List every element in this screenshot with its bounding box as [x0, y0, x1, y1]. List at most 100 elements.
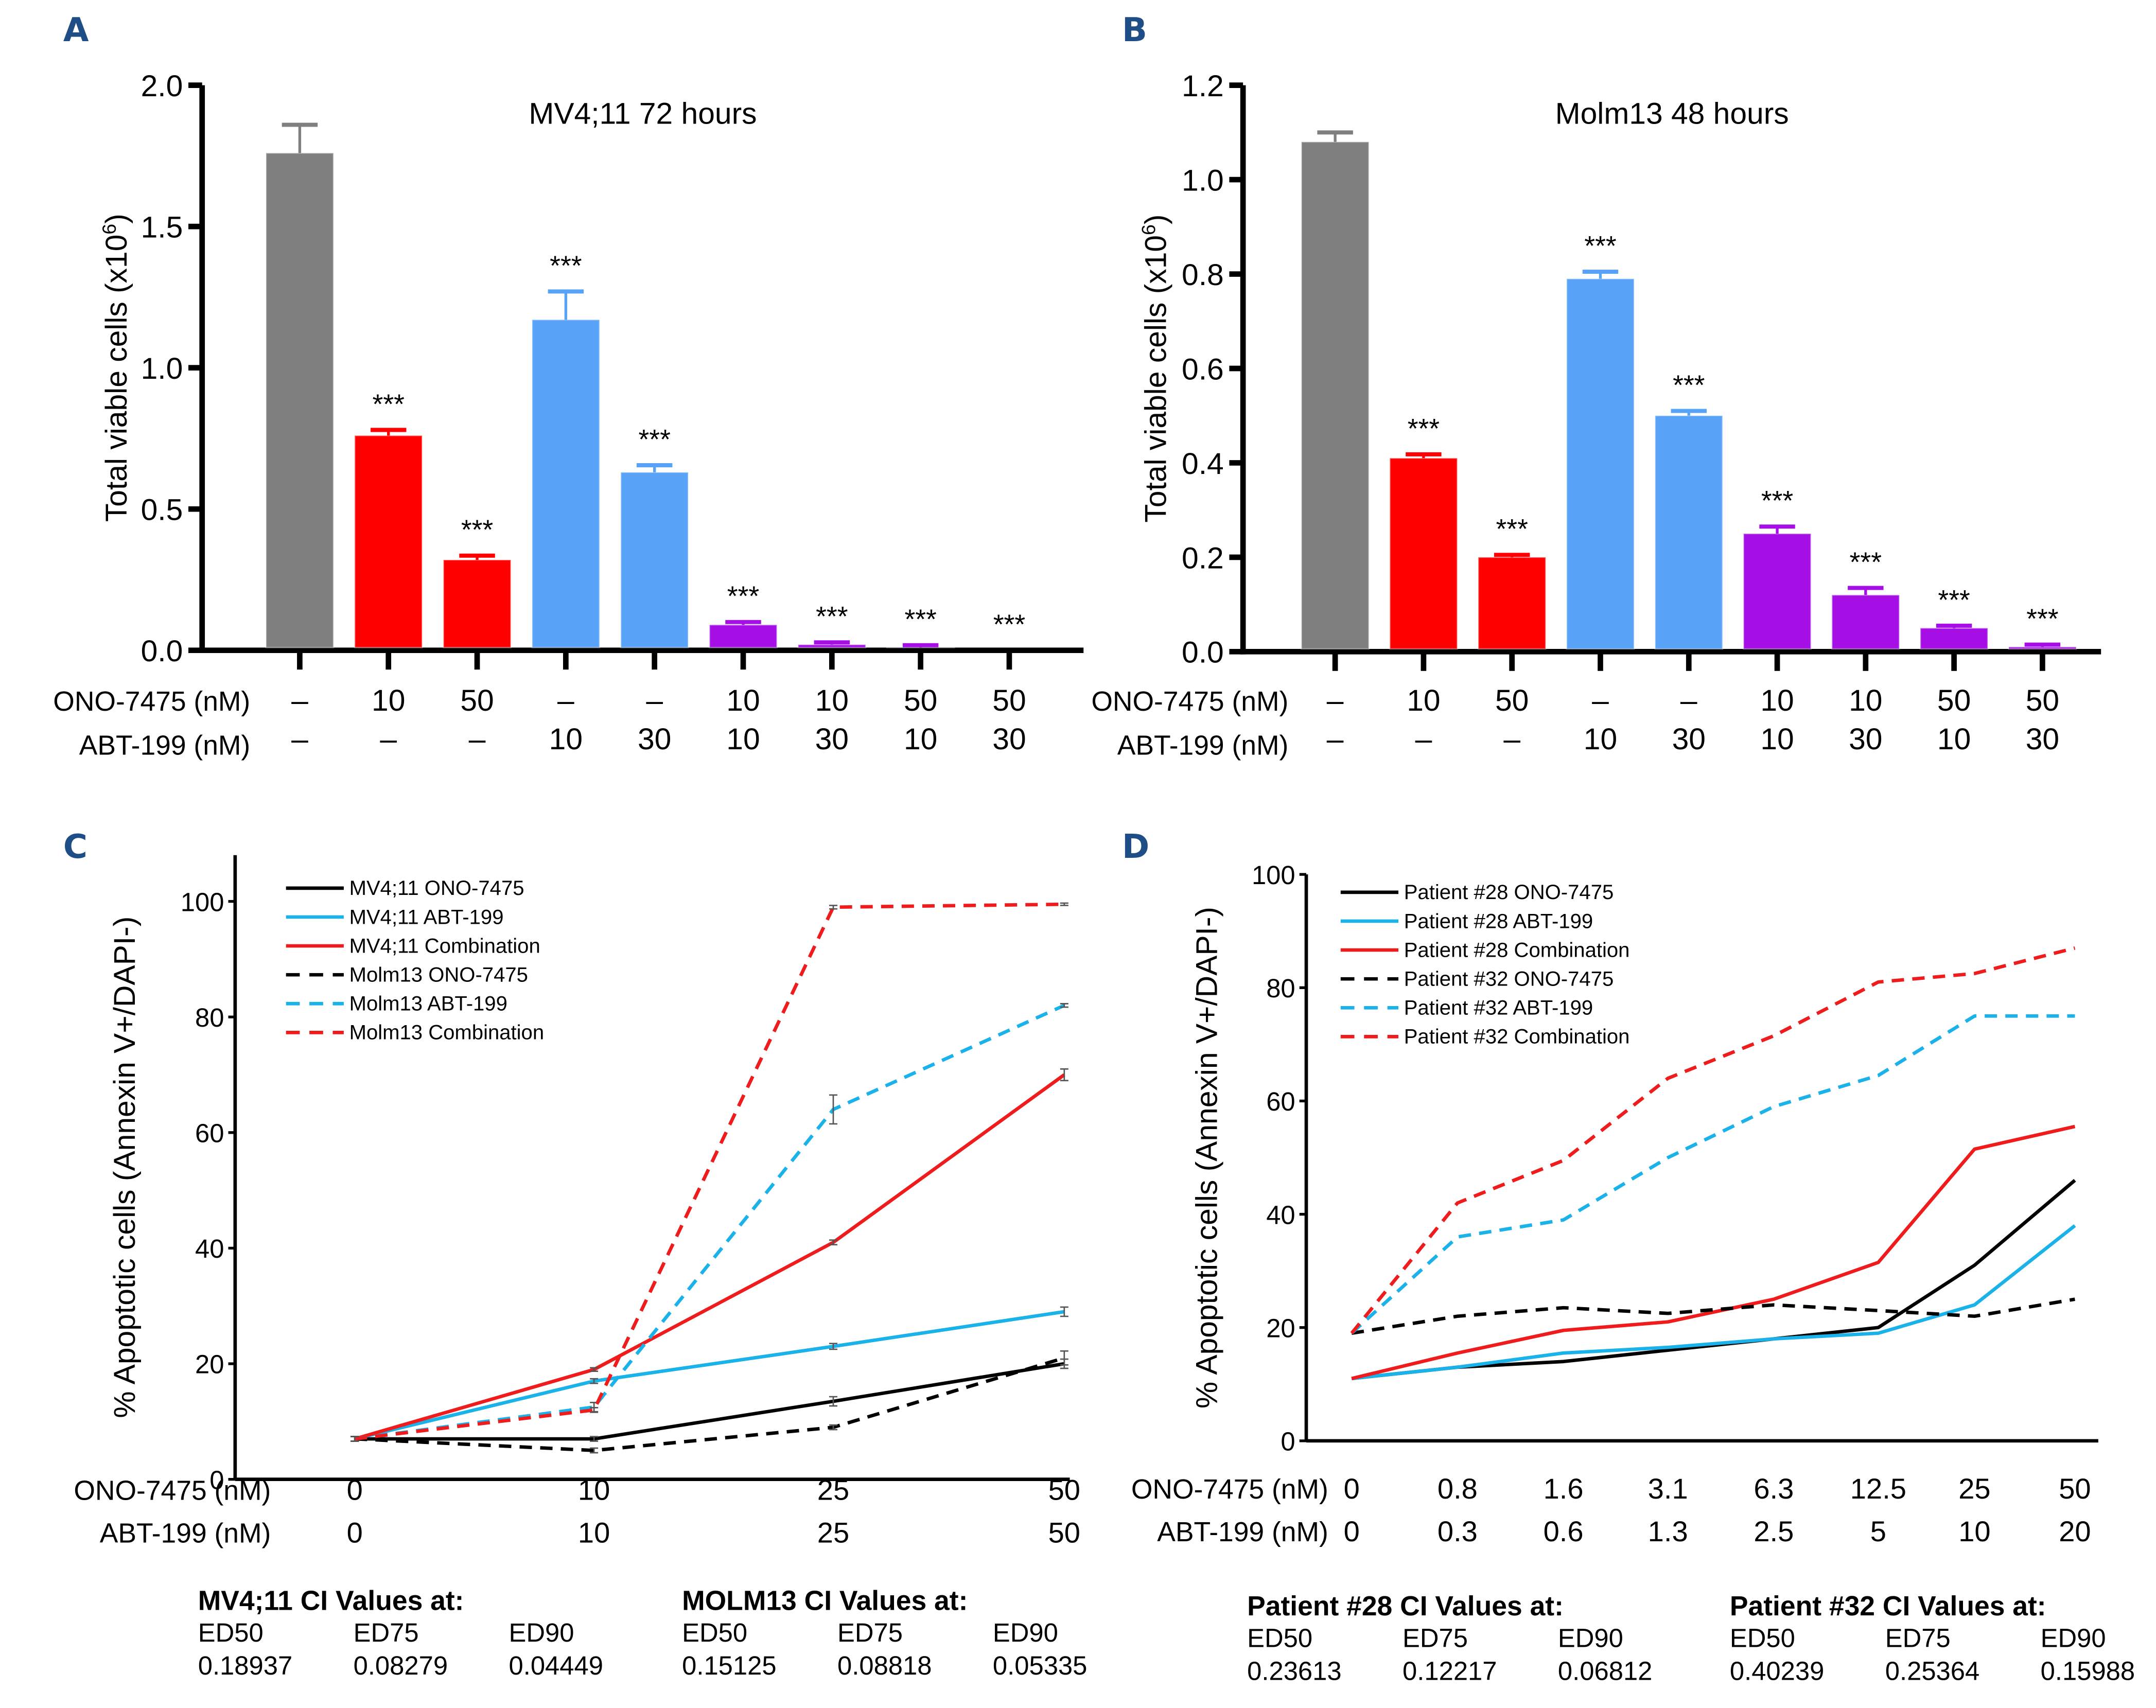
ono-dose-label: 25 [817, 1474, 849, 1506]
ci-title: Patient #32 CI Values at: [1729, 1592, 2046, 1623]
y-tick-label: 80 [195, 1003, 224, 1032]
significance-marker: *** [1761, 486, 1793, 516]
ci-value: 0.15125 [682, 1652, 777, 1682]
significance-marker: *** [1496, 514, 1528, 544]
abt-dose-label: 10 [726, 723, 760, 756]
ono-dose-label: 50 [460, 684, 494, 717]
legend-label: Molm13 Combination [349, 1022, 545, 1044]
abt-dose-label: 10 [1958, 1515, 1990, 1547]
y-tick-label: 1.2 [1182, 69, 1224, 103]
bar [1831, 594, 1900, 650]
ono-dose-label: 50 [2026, 684, 2059, 717]
abt-dose-label: 2.5 [1754, 1515, 1794, 1547]
abt-dose-label: 25 [817, 1517, 849, 1549]
y-tick-label: 1.0 [1182, 164, 1224, 197]
ci-header: ED90 [509, 1619, 574, 1649]
ci-title: Patient #28 CI Values at: [1247, 1592, 1564, 1623]
bar [1301, 141, 1370, 650]
significance-marker: *** [993, 610, 1025, 640]
significance-marker: *** [373, 389, 405, 419]
legend-label: Molm13 ABT-199 [349, 993, 507, 1015]
significance-marker: *** [2026, 604, 2058, 635]
ci-title: MOLM13 CI Values at: [682, 1587, 968, 1617]
y-axis-label: Total viable cells (x106) [98, 214, 133, 522]
chart-title: MV4;11 72 hours [529, 97, 757, 130]
ono-dose-label: 0.8 [1438, 1472, 1478, 1505]
series-line [355, 1356, 1065, 1452]
legend-label: Patient #28 Combination [1404, 939, 1630, 961]
bar [1566, 278, 1635, 650]
ci-value: 0.04449 [509, 1652, 603, 1682]
panel-label-c: C [63, 827, 87, 867]
abt-dose-label: – [469, 723, 486, 756]
y-tick-label: 80 [1266, 974, 1295, 1003]
row-label-abt: ABT-199 (nM) [79, 731, 251, 761]
abt-dose-label: – [291, 723, 308, 756]
ci-value: 0.06812 [1557, 1658, 1653, 1687]
legend-label: Patient #32 ONO-7475 [1404, 968, 1614, 991]
abt-dose-label: 10 [549, 723, 583, 756]
significance-marker: *** [1938, 585, 1970, 615]
abt-dose-label: 0 [1344, 1515, 1360, 1547]
y-tick-label: 1.0 [141, 352, 183, 385]
abt-dose-label: – [1415, 723, 1432, 756]
ono-dose-label: 10 [815, 684, 849, 717]
abt-dose-label: 30 [1672, 723, 1706, 756]
ci-value: 0.08818 [837, 1652, 932, 1682]
legend-label: Patient #32 ABT-199 [1404, 997, 1593, 1019]
ci-header: ED50 [198, 1619, 264, 1649]
abt-dose-label: 20 [2059, 1515, 2091, 1547]
ono-dose-label: 10 [578, 1474, 610, 1506]
row-label-ono: ONO-7475 (nM) [1131, 1474, 1328, 1505]
ci-value: 0.23613 [1247, 1658, 1342, 1687]
significance-marker: *** [1673, 370, 1705, 400]
y-tick-label: 0 [1281, 1427, 1295, 1456]
ono-dose-label: 0 [1344, 1472, 1360, 1505]
abt-dose-label: 30 [992, 723, 1026, 756]
abt-dose-label: 10 [1937, 723, 1971, 756]
ono-dose-label: 50 [1495, 684, 1529, 717]
abt-dose-label: 30 [1849, 723, 1882, 756]
y-axis-label: % Apoptotic cells (Annexin V+/DAPI-) [1190, 907, 1223, 1408]
ono-dose-label: 10 [1760, 684, 1794, 717]
ono-dose-label: 12.5 [1850, 1472, 1906, 1505]
abt-dose-label: 10 [578, 1517, 610, 1549]
bar [1389, 457, 1458, 650]
ci-table-patient-28: Patient #28 CI Values at: ED50 ED75 ED90 0… [1247, 1591, 1713, 1689]
y-tick-label: 100 [1252, 860, 1295, 890]
bar [620, 471, 689, 648]
ci-value: 0.18937 [198, 1652, 293, 1682]
chart-title: Molm13 48 hours [1555, 97, 1789, 130]
ono-dose-label: – [557, 684, 574, 717]
ci-table-mv411: MV4;11 CI Values at: ED50 ED75 ED90 0.1893… [198, 1585, 664, 1684]
legend-label: Patient #32 Combination [1404, 1026, 1630, 1048]
bar [531, 319, 601, 648]
abt-dose-label: 1.3 [1648, 1515, 1688, 1547]
significance-marker: *** [727, 582, 759, 612]
y-tick-label: 0.0 [141, 635, 183, 668]
panel-label-b: B [1122, 11, 1147, 50]
legend-label: Patient #28 ONO-7475 [1404, 881, 1614, 904]
abt-dose-label: 5 [1870, 1515, 1886, 1547]
series-line [1350, 946, 2076, 1334]
ci-value: 0.08279 [353, 1652, 448, 1682]
abt-dose-label: 0.6 [1544, 1515, 1584, 1547]
ono-dose-label: 0 [347, 1474, 363, 1506]
y-tick-label: 20 [195, 1350, 224, 1379]
y-tick-label: 100 [181, 887, 224, 917]
bar [443, 559, 512, 648]
series-line [354, 1073, 1065, 1441]
abt-dose-label: – [1327, 723, 1344, 756]
ono-dose-label: 10 [726, 684, 760, 717]
ono-dose-label: 10 [1849, 684, 1882, 717]
ono-dose-label: – [646, 684, 663, 717]
ci-value: 0.40239 [1729, 1658, 1825, 1687]
y-axis-label: % Apoptotic cells (Annexin V+/DAPI-) [108, 917, 142, 1418]
ono-dose-label: 50 [2059, 1472, 2091, 1505]
ci-value: 0.15988 [2040, 1658, 2135, 1687]
ono-dose-label: 3.1 [1648, 1472, 1688, 1505]
ci-header: ED90 [2040, 1625, 2106, 1654]
